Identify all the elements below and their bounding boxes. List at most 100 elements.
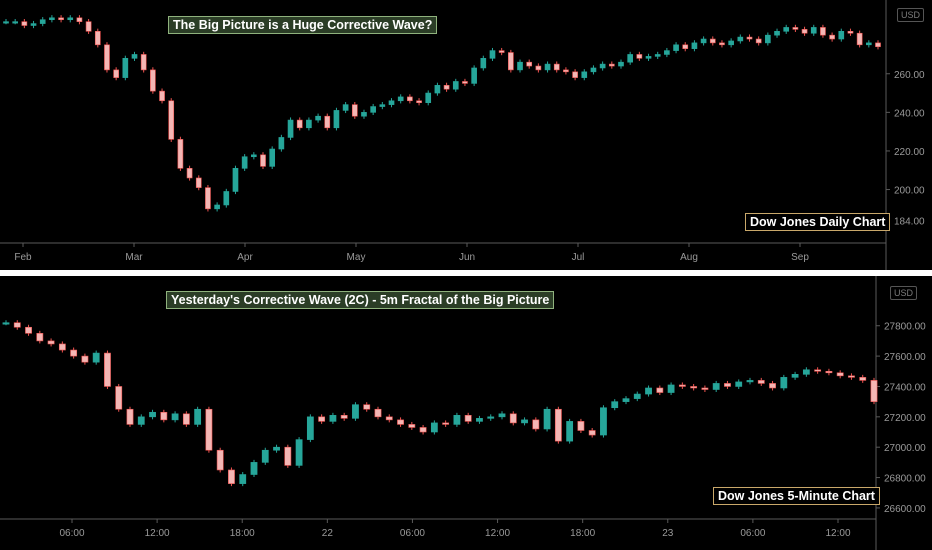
intraday-candle — [464, 412, 472, 424]
daily-candle — [434, 82, 441, 96]
intraday-candle — [656, 385, 664, 396]
intraday-candle-body — [464, 415, 472, 422]
daily-candle-body — [508, 52, 514, 71]
daily-candle-body — [379, 104, 386, 107]
daily-candle — [636, 51, 643, 61]
daily-candle — [765, 32, 771, 46]
daily-candle-body — [489, 50, 496, 59]
daily-candle-body — [810, 27, 817, 34]
daily-chart-panel[interactable]: 260.00 240.00 220.00 200.00 184.00 Feb Mar Apr M… — [0, 0, 932, 270]
intraday-candle-body — [228, 469, 235, 484]
daily-candle-body — [12, 21, 19, 24]
intraday-candle — [701, 385, 709, 392]
intraday-candle-body — [261, 449, 269, 463]
daily-candle — [3, 19, 9, 25]
daily-candle — [792, 24, 799, 33]
daily-candle-body — [407, 96, 413, 102]
intraday-y-tick-label: 27400.00 — [884, 382, 926, 393]
intraday-candle — [453, 412, 461, 427]
daily-candle-body — [416, 100, 422, 104]
daily-candle-body — [315, 115, 321, 121]
intraday-y-tick-label: 27000.00 — [884, 443, 926, 454]
daily-candle — [379, 101, 386, 110]
daily-candle — [691, 40, 698, 52]
intraday-chart-panel[interactable]: 27800.00 27600.00 27400.00 27200.00 27000.00… — [0, 276, 932, 550]
daily-candle — [186, 165, 193, 181]
daily-candle-body — [544, 63, 551, 71]
daily-candle-body — [673, 44, 679, 51]
intraday-candle-body — [194, 408, 202, 425]
intraday-candle-body — [656, 387, 664, 393]
daily-candle — [223, 188, 230, 208]
intraday-candle-body — [802, 369, 810, 375]
daily-candle-body — [370, 106, 376, 113]
intraday-candle — [352, 402, 359, 421]
daily-candle — [498, 47, 505, 56]
daily-candle-body — [801, 29, 808, 34]
daily-candle — [205, 184, 211, 212]
daily-candle-body — [636, 54, 643, 59]
intraday-candle — [340, 412, 348, 421]
intraday-candle-body — [36, 333, 44, 342]
intraday-candle — [126, 406, 134, 427]
intraday-candle-body — [25, 326, 32, 334]
daily-candle-body — [76, 17, 83, 22]
intraday-candle — [487, 414, 495, 421]
intraday-candle-body — [397, 419, 404, 425]
daily-candle-body — [700, 38, 707, 44]
intraday-candle — [58, 341, 66, 353]
daily-candle-body — [287, 119, 294, 138]
intraday-chart-canvas[interactable]: 27800.00 27600.00 27400.00 27200.00 27000.00… — [0, 276, 932, 550]
intraday-candle-body — [408, 424, 416, 428]
daily-candle — [324, 113, 331, 131]
daily-candle-body — [654, 54, 661, 57]
intraday-candle-body — [487, 416, 495, 419]
daily-candle — [76, 15, 83, 25]
daily-candle — [397, 94, 404, 104]
daily-candle-body — [563, 69, 569, 73]
daily-y-tick-label: 260.00 — [894, 70, 925, 81]
intraday-candle — [70, 347, 78, 359]
daily-candle-body — [728, 40, 734, 46]
intraday-candle-body — [284, 446, 292, 466]
intraday-candle-body — [2, 322, 10, 325]
intraday-candle-body — [453, 415, 461, 425]
intraday-candle — [2, 320, 10, 326]
intraday-candle — [566, 418, 574, 444]
daily-y-tick-label: 220.00 — [894, 147, 925, 158]
daily-candle — [608, 61, 615, 69]
intraday-candle-body — [70, 349, 78, 357]
daily-candle-body — [39, 19, 46, 24]
daily-candle-body — [140, 54, 147, 71]
intraday-x-tick-label: 12:00 — [485, 528, 510, 539]
daily-candle-body — [85, 21, 92, 32]
intraday-candle-body — [848, 375, 855, 378]
daily-x-tick-label: Feb — [14, 252, 32, 263]
daily-candle-body — [553, 63, 560, 71]
daily-candle — [287, 117, 294, 141]
daily-candle-body — [746, 36, 753, 40]
intraday-candle — [239, 472, 247, 487]
daily-candle-body — [177, 139, 184, 169]
intraday-candle-body — [554, 408, 562, 442]
daily-candle — [39, 17, 46, 27]
daily-candle — [489, 47, 496, 61]
intraday-candle — [329, 412, 337, 424]
intraday-candle — [115, 383, 123, 412]
intraday-candle — [690, 383, 698, 391]
daily-candle-body — [774, 30, 780, 36]
intraday-candle — [476, 415, 483, 424]
daily-candle — [131, 51, 138, 61]
daily-candle — [838, 28, 845, 42]
daily-chart-canvas[interactable]: 260.00 240.00 220.00 200.00 184.00 Feb Mar Apr M… — [0, 0, 932, 270]
daily-candle — [645, 53, 652, 61]
daily-candle-body — [434, 85, 441, 94]
intraday-candle — [318, 414, 326, 424]
intraday-currency-badge[interactable]: USD — [890, 286, 918, 300]
daily-candle — [682, 42, 689, 52]
intraday-candle — [825, 368, 833, 376]
daily-candle-body — [462, 81, 468, 84]
daily-currency-badge[interactable]: USD — [897, 8, 925, 22]
daily-candle — [563, 67, 569, 75]
daily-candle-body — [572, 71, 578, 78]
